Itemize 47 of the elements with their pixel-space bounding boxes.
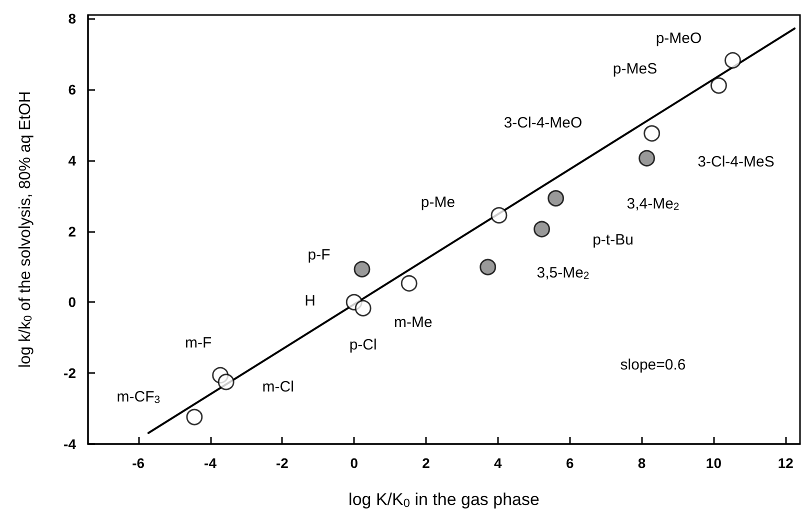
annotation: p-Cl [349, 336, 377, 354]
annotation: 3-Cl-4-MeS [698, 154, 774, 170]
annotation: p-MeS [612, 60, 658, 78]
annotation: p-Me [420, 194, 456, 211]
x-tick-label: 8 [638, 455, 646, 471]
point [186, 408, 203, 426]
y-tick-label: -2 [64, 365, 76, 382]
point [638, 150, 656, 166]
y-tick-label: 8 [68, 10, 76, 27]
y-tick-label: 4 [68, 152, 76, 168]
annotation: 3,4-Me2 [626, 196, 680, 213]
point [480, 258, 496, 276]
point [534, 220, 550, 238]
annotation: m-Cl [262, 378, 294, 396]
annotation: p-MeO [656, 30, 702, 47]
x-tick-label: 12 [778, 455, 794, 471]
x-tick-label: 6 [566, 455, 574, 471]
y-tick-label: -4 [64, 436, 76, 452]
annotation: p-F [308, 246, 330, 264]
point [710, 77, 727, 94]
x-tick-label: -4 [204, 455, 217, 471]
annotation: H [304, 292, 316, 310]
x-tick-label: 2 [422, 455, 430, 471]
point [724, 52, 742, 69]
point [548, 190, 564, 207]
y-tick-label: 6 [68, 81, 76, 98]
annotation: m-CF3 [116, 388, 160, 406]
x-tick-label: -6 [132, 455, 145, 471]
annotation: 3,5-Me2 [536, 264, 590, 282]
x-tick-label: -2 [276, 455, 289, 471]
annotation: p-t-Bu [592, 232, 634, 248]
annotation: m-F [185, 334, 212, 352]
point [354, 300, 372, 316]
point [218, 374, 234, 390]
x-tick-label: 10 [706, 455, 722, 471]
point [644, 125, 660, 142]
annotation: m-Me [394, 314, 432, 331]
y-tick-label: 2 [68, 223, 76, 240]
point [490, 207, 508, 224]
y-tick-label: 0 [68, 294, 76, 310]
annotation: 3-Cl-4-MeO [504, 114, 582, 132]
x-tick-label: 0 [350, 455, 358, 471]
point [400, 275, 418, 292]
annotation: slope=0.6 [620, 356, 686, 374]
x-tick-label: 4 [494, 455, 502, 471]
y-axis-title: log k/k0 of the solvolysis, 80% aq EtOH [16, 91, 34, 368]
point [354, 260, 370, 278]
